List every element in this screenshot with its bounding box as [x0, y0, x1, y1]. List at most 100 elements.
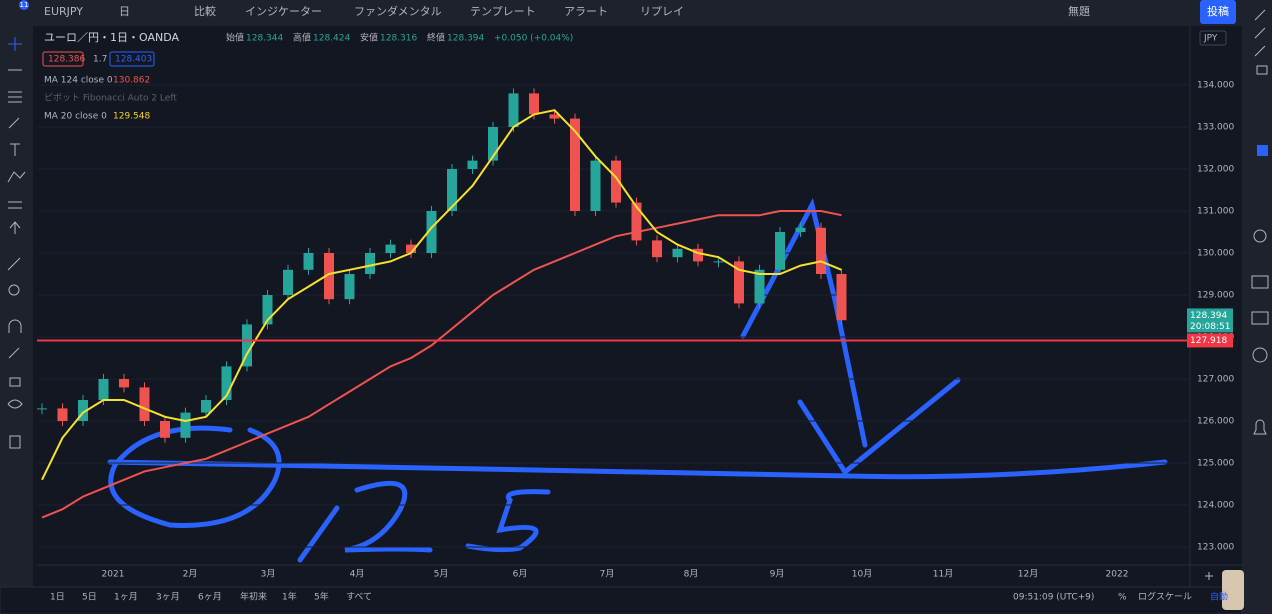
y-tick-label: 134.000: [1197, 81, 1234, 91]
candle: [406, 244, 416, 253]
change: +0.050 (+0.04%): [494, 34, 573, 44]
bid-box: [42, 51, 84, 67]
ask-box: [109, 51, 155, 67]
candle: [57, 408, 68, 421]
y-tick-label: 127.000: [1197, 375, 1234, 385]
range-button[interactable]: 1ヶ月: [114, 592, 138, 603]
last-price-box: [1187, 308, 1233, 333]
y-tick-label: 130.000: [1197, 249, 1234, 259]
toolbar-item[interactable]: リプレイ: [640, 5, 684, 18]
badge-count: 11: [20, 1, 29, 9]
range-button[interactable]: 5日: [82, 592, 97, 603]
x-tick-label: 9月: [770, 569, 785, 580]
candle: [426, 211, 437, 253]
x-tick-label: 2021: [102, 570, 125, 580]
auto-scale[interactable]: 自動: [1210, 591, 1228, 603]
candle: [303, 253, 314, 270]
x-tick-label: 2月: [183, 569, 198, 580]
range-button[interactable]: 1年: [282, 591, 297, 603]
candle: [365, 253, 375, 274]
candle: [467, 160, 478, 169]
toolbar-item[interactable]: アラート: [564, 5, 608, 18]
currency[interactable]: JPY: [1203, 34, 1218, 44]
candle: [795, 227, 806, 232]
symbol[interactable]: EURJPY: [44, 5, 83, 18]
candle: [201, 400, 211, 413]
range-button[interactable]: 5年: [314, 591, 329, 603]
x-tick-label: 11月: [933, 569, 953, 580]
candle: [242, 324, 252, 367]
range-button[interactable]: 3ヶ月: [156, 592, 180, 603]
left-icons: [7, 37, 26, 449]
avatar: [1222, 570, 1244, 610]
countdown: 20:08:51: [1190, 322, 1230, 332]
candle: [262, 295, 273, 325]
candle: [488, 127, 498, 161]
horizontal-line-label: 127.918: [1190, 336, 1227, 346]
publish-label[interactable]: 投稿: [1207, 4, 1229, 18]
candle: [78, 400, 88, 421]
x-tick-label: 7月: [600, 569, 615, 580]
log-scale[interactable]: ログスケール: [1138, 591, 1192, 603]
horizontal-line-label-box: [1187, 333, 1233, 348]
toolbar-item[interactable]: 比較: [194, 4, 216, 18]
candle: [283, 269, 293, 295]
publish-button[interactable]: [1200, 0, 1236, 24]
ma20-line: [41, 109, 842, 481]
bid[interactable]: 128.386: [48, 55, 85, 65]
candle: [672, 248, 683, 258]
candle: [344, 274, 355, 300]
range-button[interactable]: 6ヶ月: [198, 592, 222, 603]
x-tick-label: 2022: [1106, 570, 1129, 580]
y-tick-label: 129.000: [1197, 291, 1234, 301]
ohlc-label: 高値: [293, 32, 311, 44]
legend-title: ユーロ／円・1日・OANDA: [44, 31, 179, 44]
toolbar-item[interactable]: インジケーター: [245, 5, 322, 18]
spread: 1.7: [93, 55, 107, 65]
candle: [119, 379, 129, 388]
top-toolbar: [0, 0, 1272, 26]
range-button[interactable]: 1日: [50, 592, 65, 603]
x-tick-label: 4月: [350, 569, 365, 580]
candle: [570, 118, 580, 211]
ohlc-value: 128.424: [313, 34, 350, 44]
right-icons: [1251, 9, 1269, 435]
candle: [529, 93, 539, 115]
candle: [775, 232, 785, 270]
interval[interactable]: 日: [119, 5, 130, 18]
candle: [713, 261, 724, 263]
ma124-line: [41, 210, 842, 519]
candle: [590, 160, 601, 211]
candle: [324, 253, 334, 300]
range-button[interactable]: 年初来: [240, 591, 267, 603]
candle: [221, 366, 232, 400]
candle: [652, 240, 662, 258]
percent[interactable]: %: [1118, 593, 1127, 603]
y-tick-label: 124.000: [1197, 501, 1234, 511]
ohlc-value: 128.344: [246, 34, 283, 44]
candle: [37, 408, 47, 410]
candle: [139, 387, 150, 421]
ohlc-label: 安値: [360, 32, 378, 44]
clock: 09:51:09 (UTC+9): [1013, 593, 1094, 603]
candle: [754, 269, 765, 304]
indicator-name: ピボット Fibonacci Auto 2 Left: [44, 93, 177, 104]
candle: [734, 261, 744, 304]
toolbar-item[interactable]: テンプレート: [470, 5, 536, 18]
candle: [447, 169, 457, 211]
ohlc-value: 128.316: [380, 34, 417, 44]
candle: [385, 244, 396, 253]
ohlc-value: 128.394: [447, 34, 484, 44]
layout-name[interactable]: 無題: [1068, 4, 1090, 18]
currency-box: [1199, 30, 1227, 46]
y-tick-label: 132.000: [1197, 165, 1234, 175]
right-toolbar: [1242, 0, 1272, 614]
candle: [693, 248, 703, 262]
toolbar-item[interactable]: ファンダメンタル: [354, 4, 442, 18]
ohlc-label: 終値: [427, 32, 445, 44]
candle: [836, 274, 847, 321]
y-tick-label: 133.000: [1197, 123, 1234, 133]
ask[interactable]: 128.403: [115, 55, 152, 65]
range-button[interactable]: すべて: [346, 592, 372, 603]
